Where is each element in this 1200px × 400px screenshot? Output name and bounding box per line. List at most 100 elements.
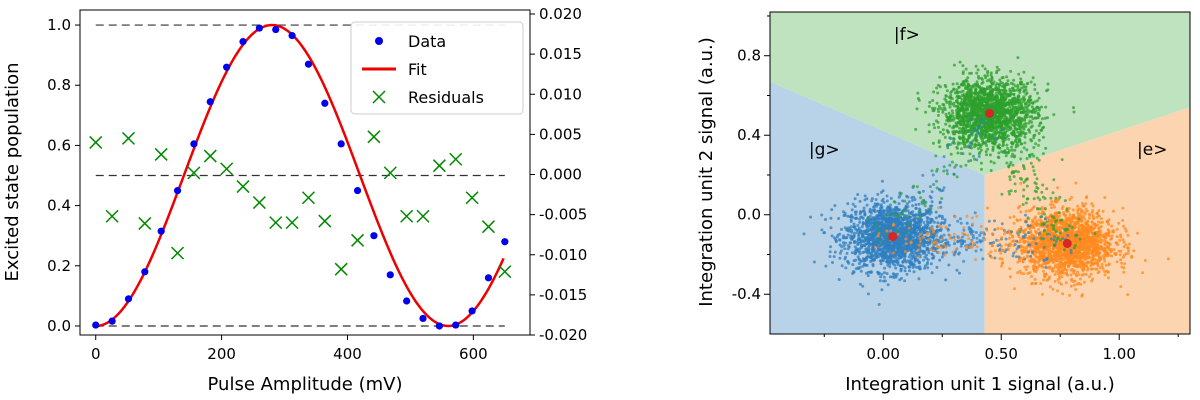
shot-point bbox=[1091, 204, 1095, 208]
shot-point bbox=[952, 63, 956, 67]
shot-point bbox=[944, 99, 948, 102]
residual-stroke bbox=[105, 209, 119, 223]
shot-point bbox=[1082, 227, 1086, 231]
shot-point bbox=[1141, 271, 1145, 275]
shot-point bbox=[865, 271, 868, 275]
shot-point bbox=[1063, 213, 1067, 217]
shot-point bbox=[1045, 89, 1048, 93]
shot-point bbox=[869, 222, 873, 226]
shot-point bbox=[1027, 209, 1031, 213]
shot-point bbox=[1074, 216, 1078, 220]
shot-point bbox=[992, 129, 996, 133]
shot-point bbox=[924, 212, 928, 215]
residual-point bbox=[220, 162, 234, 176]
shot-point bbox=[1087, 255, 1090, 259]
shot-point bbox=[829, 226, 833, 230]
residual-point bbox=[351, 233, 365, 247]
residual-point bbox=[89, 135, 103, 149]
shot-point bbox=[837, 278, 841, 281]
shot-point bbox=[913, 238, 917, 242]
shot-point bbox=[1037, 138, 1041, 142]
shot-point bbox=[906, 195, 910, 199]
shot-point bbox=[872, 228, 876, 232]
shot-point bbox=[926, 266, 930, 270]
shot-point bbox=[983, 67, 987, 71]
shot-point bbox=[872, 217, 876, 221]
rabi-y2-tick-label: 0.010 bbox=[539, 85, 582, 103]
shot-point bbox=[938, 145, 942, 149]
shot-point bbox=[1074, 181, 1078, 185]
residual-stroke bbox=[121, 131, 135, 145]
shot-point bbox=[846, 233, 850, 237]
residual-stroke bbox=[367, 130, 381, 144]
residual-point bbox=[400, 209, 414, 223]
shot-point bbox=[1088, 212, 1091, 216]
shot-point bbox=[877, 271, 881, 275]
shot-point bbox=[1018, 218, 1022, 222]
shot-point bbox=[1097, 226, 1101, 230]
residual-point bbox=[121, 131, 135, 145]
shot-point bbox=[1136, 231, 1140, 235]
rabi-y2-tick-label: 0.015 bbox=[539, 45, 582, 63]
shot-point bbox=[843, 226, 847, 230]
shot-point bbox=[853, 225, 857, 229]
shot-point bbox=[1039, 282, 1043, 285]
shot-point bbox=[894, 266, 898, 270]
shot-point bbox=[917, 277, 921, 281]
shot-point bbox=[847, 261, 851, 265]
shot-point bbox=[1041, 269, 1045, 273]
shot-point bbox=[1035, 265, 1039, 269]
shot-point bbox=[874, 241, 878, 245]
shot-point bbox=[1126, 252, 1130, 255]
shot-point bbox=[869, 270, 873, 274]
shot-point bbox=[855, 247, 859, 251]
readout-plot-area: |g> |e>|f> bbox=[770, 12, 1190, 334]
shot-point bbox=[864, 250, 868, 254]
shot-point bbox=[938, 130, 942, 134]
shot-point bbox=[1040, 232, 1044, 236]
shot-point bbox=[1053, 205, 1057, 209]
shot-point bbox=[920, 243, 924, 247]
shot-point bbox=[1067, 256, 1071, 260]
shot-point bbox=[951, 82, 955, 86]
shot-point bbox=[1082, 244, 1086, 248]
shot-point bbox=[1107, 262, 1111, 266]
shot-point bbox=[839, 249, 843, 253]
shot-point bbox=[917, 225, 921, 229]
shot-point bbox=[945, 251, 948, 254]
shot-point bbox=[1016, 56, 1020, 60]
shot-point bbox=[829, 245, 832, 249]
shot-point bbox=[842, 210, 845, 214]
shot-point bbox=[1166, 257, 1170, 261]
shot-point bbox=[1126, 293, 1130, 297]
shot-point bbox=[937, 125, 940, 129]
residual-stroke bbox=[220, 162, 234, 176]
shot-point bbox=[895, 242, 899, 246]
shot-point bbox=[1019, 181, 1023, 185]
shot-point bbox=[1051, 287, 1055, 291]
shot-point bbox=[936, 113, 940, 117]
shot-point bbox=[876, 192, 880, 196]
shot-point bbox=[852, 233, 856, 237]
shot-point bbox=[1109, 250, 1113, 254]
shot-point bbox=[838, 256, 842, 260]
shot-point bbox=[879, 275, 883, 279]
shot-point bbox=[1033, 282, 1037, 285]
shot-point bbox=[1072, 106, 1075, 110]
shot-point bbox=[888, 256, 892, 259]
shot-point bbox=[992, 161, 996, 165]
shot-point bbox=[1095, 235, 1099, 239]
rabi-y-tick-label: 1.0 bbox=[47, 16, 71, 34]
residual-stroke bbox=[449, 152, 463, 166]
shot-point bbox=[903, 269, 907, 273]
shot-point bbox=[1058, 214, 1061, 218]
region-g bbox=[770, 81, 985, 334]
shot-point bbox=[1061, 233, 1065, 236]
shot-point bbox=[1056, 254, 1060, 258]
shot-point bbox=[1089, 226, 1093, 230]
shot-point bbox=[1120, 261, 1123, 265]
shot-point bbox=[933, 126, 937, 130]
shot-point bbox=[1028, 259, 1032, 263]
residual-stroke bbox=[334, 262, 348, 276]
